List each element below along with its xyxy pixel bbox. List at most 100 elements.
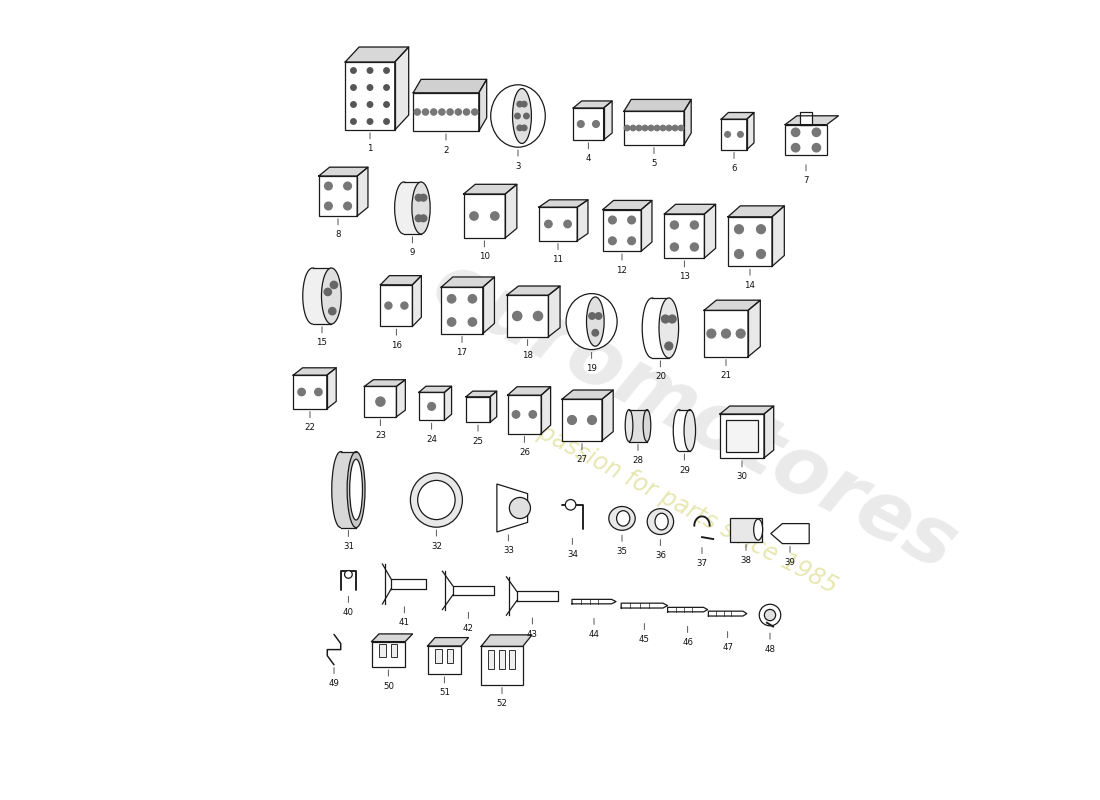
Circle shape [812,143,821,152]
Bar [463,194,505,238]
Bar [730,518,762,542]
Circle shape [470,212,478,220]
Bar [312,268,331,324]
Bar [624,111,684,145]
Ellipse shape [513,89,531,143]
Text: 14: 14 [745,269,756,290]
Polygon shape [441,277,494,287]
Text: 42: 42 [463,612,474,633]
Circle shape [738,131,744,138]
Polygon shape [764,406,773,458]
Text: 30: 30 [737,461,748,482]
Circle shape [735,225,744,234]
Polygon shape [453,586,494,595]
Circle shape [517,125,522,130]
Bar [629,410,647,442]
Polygon shape [704,300,760,310]
Circle shape [679,126,684,130]
Text: 40: 40 [343,596,354,617]
Text: 51: 51 [439,677,450,698]
Text: 50: 50 [383,670,394,690]
Circle shape [513,311,521,321]
Bar [722,119,747,150]
Polygon shape [507,386,551,395]
Circle shape [664,342,673,350]
Circle shape [736,330,745,338]
Circle shape [428,402,436,410]
Ellipse shape [418,481,455,519]
Ellipse shape [654,514,668,530]
Circle shape [670,243,679,251]
Circle shape [625,126,629,130]
Bar [419,393,444,421]
Text: 39: 39 [784,546,795,567]
Text: 9: 9 [409,237,415,258]
Text: 24: 24 [426,423,437,444]
Polygon shape [358,167,368,216]
Circle shape [544,220,552,228]
Circle shape [415,109,420,115]
Circle shape [367,68,373,74]
Polygon shape [490,391,497,422]
Circle shape [469,318,476,326]
Circle shape [592,330,598,336]
Ellipse shape [491,85,546,147]
Circle shape [735,250,744,258]
Circle shape [324,182,332,190]
Ellipse shape [617,510,630,526]
Ellipse shape [644,410,651,442]
Bar [404,182,421,234]
Text: 37: 37 [696,547,707,568]
Polygon shape [641,201,652,251]
Circle shape [757,225,766,234]
Circle shape [759,604,781,626]
Text: 4: 4 [585,142,591,163]
Bar [390,644,397,657]
Circle shape [628,216,636,224]
Text: 20: 20 [654,361,666,382]
Polygon shape [541,386,551,434]
Circle shape [608,216,616,224]
Circle shape [376,397,385,406]
Bar [704,310,748,357]
Bar [499,650,505,670]
Text: a passion for parts since 1985: a passion for parts since 1985 [515,410,842,598]
Ellipse shape [608,506,635,530]
Text: 47: 47 [722,631,733,652]
Ellipse shape [642,298,662,358]
Text: 41: 41 [399,606,410,627]
Circle shape [725,131,730,138]
Text: 17: 17 [456,336,468,357]
Polygon shape [481,635,532,646]
Polygon shape [668,607,707,612]
Circle shape [648,126,653,130]
Text: 44: 44 [588,618,600,639]
Text: 35: 35 [616,535,627,556]
Circle shape [324,288,331,295]
Text: 49: 49 [329,667,340,688]
Polygon shape [428,638,469,646]
Circle shape [578,121,584,127]
Ellipse shape [566,294,617,350]
Text: 12: 12 [616,254,627,274]
Bar [664,214,704,258]
Circle shape [628,237,636,245]
Circle shape [630,126,636,130]
Circle shape [521,102,527,107]
Circle shape [416,215,422,222]
Circle shape [524,114,529,118]
Circle shape [521,125,527,130]
Ellipse shape [332,451,350,528]
Polygon shape [507,286,560,295]
Circle shape [422,109,429,115]
Circle shape [344,570,352,578]
Circle shape [595,313,602,319]
Circle shape [491,212,499,220]
Text: 3: 3 [515,150,520,170]
Polygon shape [664,204,716,214]
Bar [341,451,356,528]
Circle shape [367,102,373,107]
Polygon shape [772,206,784,266]
Text: euromotores: euromotores [419,245,969,587]
Ellipse shape [411,182,430,234]
